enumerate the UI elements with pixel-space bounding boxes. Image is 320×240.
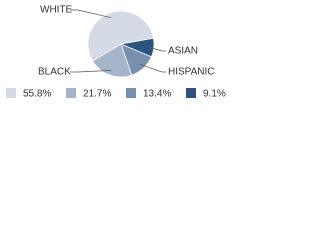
- slice-label: HISPANIC: [168, 67, 215, 78]
- legend-swatch: [126, 88, 136, 98]
- pie-slice: [87, 10, 154, 62]
- legend-label: 13.4%: [143, 89, 171, 100]
- page: WHITE BLACK HISPANIC ASIAN 55.8% 21.7% 13.4% 9.…: [0, 0, 320, 100]
- legend-label: 55.8%: [23, 89, 51, 100]
- slice-label: WHITE: [40, 5, 73, 16]
- legend-swatch: [6, 88, 16, 98]
- legend-swatch: [186, 88, 196, 98]
- slice-label: BLACK: [38, 67, 71, 78]
- chart: WHITE BLACK HISPANIC ASIAN 55.8% 21.7% 13.4% 9.…: [6, 5, 226, 100]
- legend-swatch: [66, 88, 76, 98]
- leader-line: [70, 69, 112, 73]
- leader-line: [70, 9, 112, 19]
- legend-label: 9.1%: [203, 89, 226, 100]
- slice-label: ASIAN: [168, 46, 198, 57]
- pie-slice: [92, 43, 133, 78]
- leader-line: [148, 46, 166, 52]
- legend-label: 21.7%: [83, 89, 111, 100]
- pie-slice: [119, 37, 155, 58]
- leader-line: [140, 64, 166, 73]
